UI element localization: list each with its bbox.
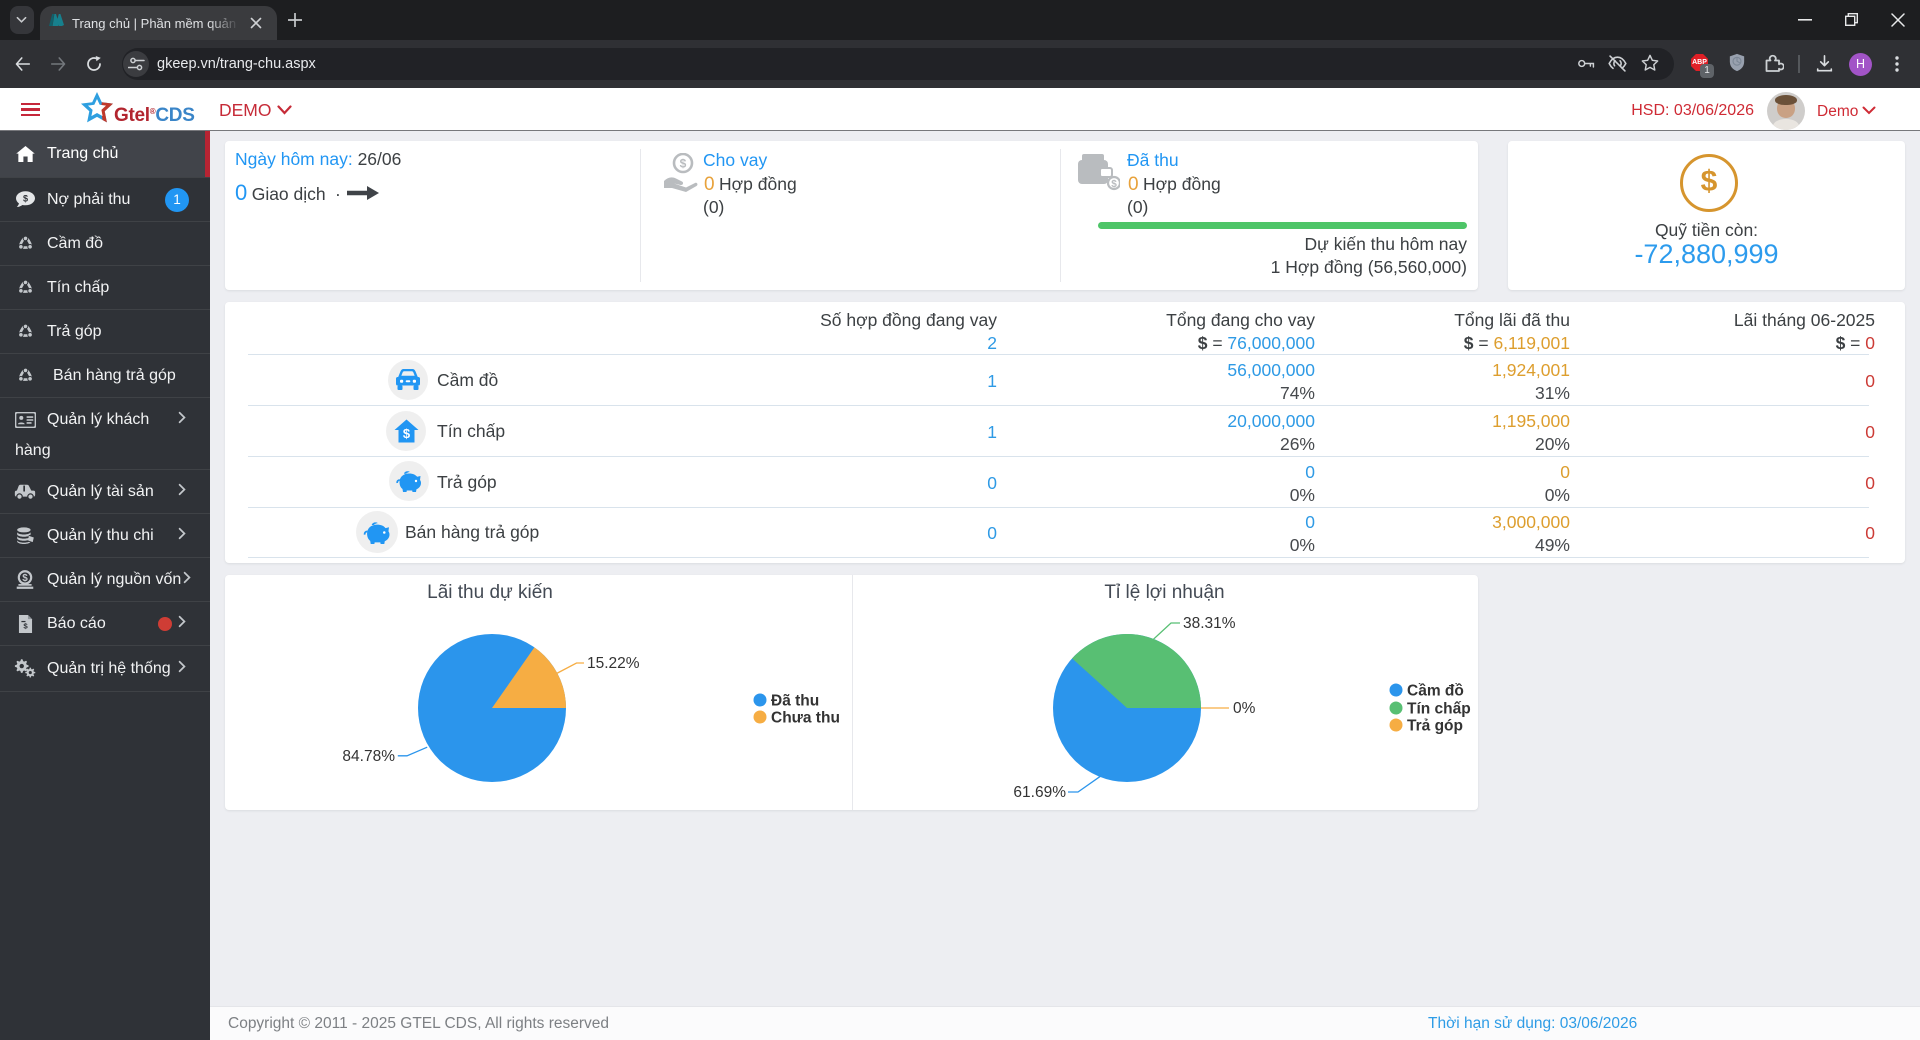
svg-text:$: $ [680,157,687,171]
svg-text:15.22%: 15.22% [587,655,640,672]
svg-text:Đã thu: Đã thu [771,693,819,710]
svg-text:$: $ [1111,179,1117,190]
svg-text:$: $ [23,621,28,630]
svg-text:$: $ [403,426,411,441]
svg-text:61.69%: 61.69% [1013,784,1066,801]
svg-text:Trả góp: Trả góp [1407,718,1463,735]
svg-text:0%: 0% [1233,700,1256,717]
svg-text:Cầm đồ: Cầm đồ [1407,683,1464,700]
svg-text:Chưa thu: Chưa thu [771,710,840,727]
svg-text:38.31%: 38.31% [1183,615,1236,632]
svg-text:$: $ [22,573,28,584]
svg-text:84.78%: 84.78% [342,748,395,765]
svg-text:Tín chấp: Tín chấp [1407,701,1471,718]
svg-text:$: $ [22,193,27,203]
